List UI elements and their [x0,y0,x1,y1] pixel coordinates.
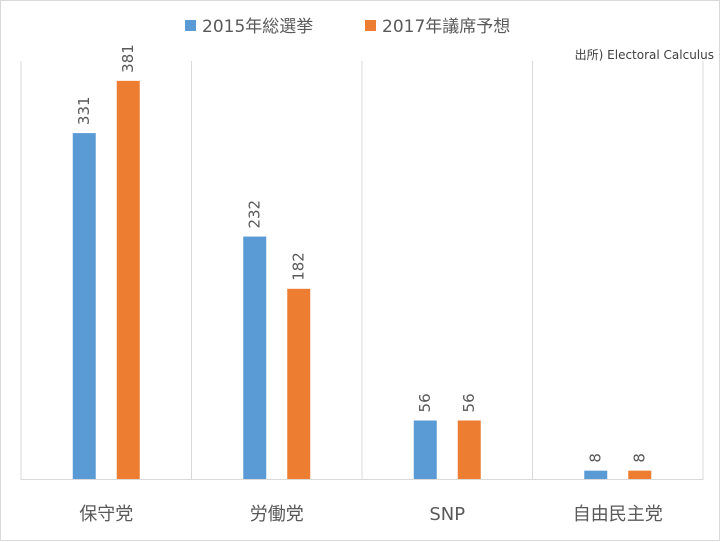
bar-series-0-cat-1 [243,236,267,479]
data-label-series-0-cat-3: 8 [587,453,605,463]
bar-series-0-cat-2 [413,420,437,479]
data-label-series-1-cat-3: 8 [631,453,649,463]
category-label-1: 労働党 [250,504,304,525]
legend-swatch-series-0 [185,20,196,31]
category-label-2: SNP [429,504,465,525]
category-label-3: 自由民主党 [573,504,663,525]
data-label-series-0-cat-1: 232 [246,200,264,229]
data-label-series-1-cat-2: 56 [460,393,478,412]
bar-series-1-cat-3 [628,470,652,479]
bar-series-0-cat-3 [584,470,608,479]
legend-label-series-0: 2015年総選挙 [202,17,313,37]
legend: 2015年総選挙 2017年議席予想 [185,17,510,37]
data-label-series-0-cat-0: 331 [75,96,93,125]
category-label-0: 保守党 [79,504,133,525]
plot-area: 331 381 保守党 232 182 労働党 56 56 SNP 8 8 自由民主党 [20,44,704,525]
data-label-series-1-cat-0: 381 [119,44,137,73]
bar-series-1-cat-2 [457,420,481,479]
legend-swatch-series-1 [365,20,376,31]
source-note: 出所) Electoral Calculus [575,48,714,62]
bar-series-1-cat-1 [287,288,311,479]
legend-label-series-1: 2017年議席予想 [382,17,510,37]
bar-series-0-cat-0 [72,133,96,480]
data-label-series-0-cat-2: 56 [416,393,434,412]
data-label-series-1-cat-1: 182 [290,252,308,281]
bar-series-1-cat-0 [116,80,140,479]
